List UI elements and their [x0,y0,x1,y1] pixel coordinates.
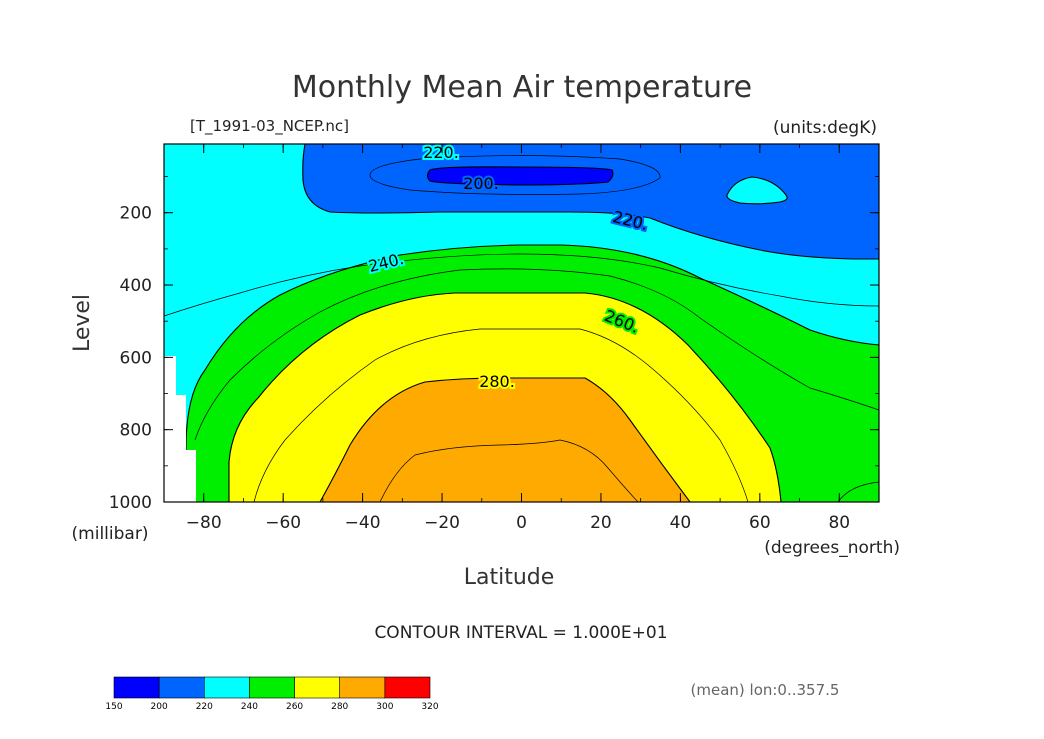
band-180-200 [427,166,613,185]
x-tick-label: −60 [265,513,301,533]
x-tick-label: 40 [670,513,692,533]
contour-line [379,439,639,502]
y-axis-title: Level [70,294,95,352]
mean-label: (mean) lon:0..357.5 [691,681,840,699]
contour-line [194,268,879,441]
colorbar-swatch [384,676,431,699]
colorbar-label: 280 [331,702,348,712]
contour-label: 220. [423,143,459,162]
x-tick-label: −40 [345,513,381,533]
band-280-300 [320,378,690,502]
colorbar-label: 260 [286,702,303,712]
y-tick-label: 200 [120,204,152,224]
colorbar-label: 320 [421,702,438,712]
colorbar-swatch [158,676,205,699]
contour-line [837,481,879,502]
colorbar-swatch [203,676,250,699]
missing-data-region [164,356,196,502]
contour-line [369,155,661,195]
colorbar-label: 220 [196,702,213,712]
colorbar-label: 240 [241,702,258,712]
colorbar-label: 200 [151,702,168,712]
contour-interval-label: CONTOUR INTERVAL = 1.000E+01 [374,623,667,643]
contour-outlines [185,144,879,502]
x-tick-label: 80 [828,513,850,533]
colorbar-swatch [249,676,295,699]
colorbar-label: 150 [105,702,122,712]
y-tick-label: 400 [120,276,152,296]
contour-line [164,253,879,317]
colorbar-swatch [339,676,386,699]
file-label: [T_1991-03_NCEP.nc] [190,117,349,136]
y-tick-label: 800 [120,421,152,441]
x-axis: −80 −60 −40 −20 0 20 40 60 80 [163,144,880,533]
chart-title: Monthly Mean Air temperature [292,70,752,105]
x-axis-units: (degrees_north) [764,538,900,558]
x-tick-label: 20 [590,513,612,533]
cyan-island [726,177,788,204]
colorbar-label: 300 [376,702,393,712]
contour-fill-group [164,144,879,502]
units-label: (units:degK) [773,118,877,138]
colorbar-swatch [113,676,160,699]
x-tick-label: 60 [749,513,771,533]
y-tick-label: 1000 [109,493,152,513]
y-axis: 200 400 600 800 1000 [109,176,879,513]
x-tick-label: −20 [424,513,460,533]
contour-label: 280. [479,372,515,391]
y-axis-units: (millibar) [72,524,149,544]
contour-label: 200. [463,174,499,193]
x-tick-label: 0 [516,513,527,533]
colorbar: 150 200 220 240 260 280 300 320 [105,676,439,712]
colorbar-swatch [294,676,341,699]
y-tick-label: 600 [120,348,152,368]
x-axis-title: Latitude [464,565,555,590]
contour-line [253,328,749,502]
x-tick-label: −80 [186,513,222,533]
